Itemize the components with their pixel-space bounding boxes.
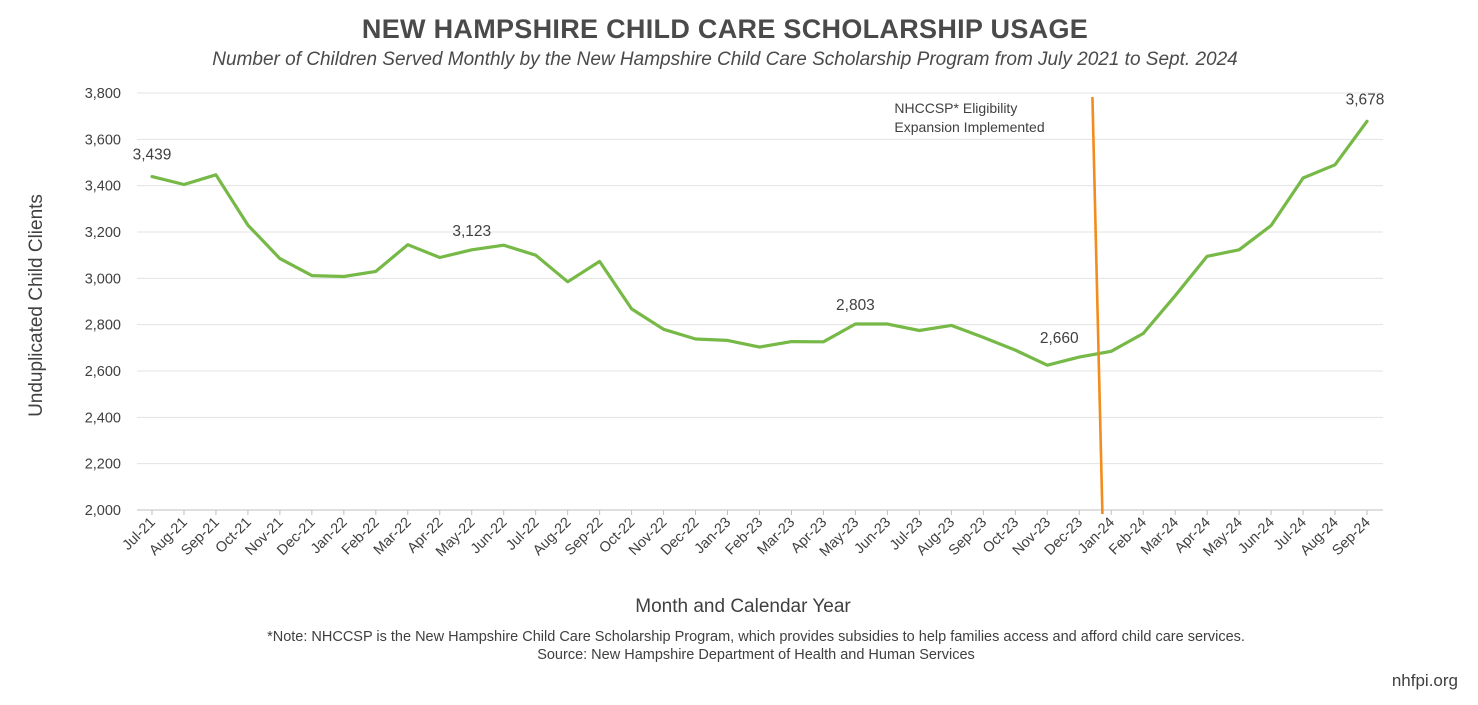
data-label: 2,660 xyxy=(1040,330,1079,347)
x-axis-ticks: Jul-21Aug-21Sep-21Oct-21Nov-21Dec-21Jan-… xyxy=(120,510,1374,560)
y-tick-label: 3,200 xyxy=(85,225,121,241)
annotation-line-1: NHCCSP* Eligibility xyxy=(894,100,1017,116)
chart-subtitle: Number of Children Served Monthly by the… xyxy=(212,49,1238,70)
data-label: 3,123 xyxy=(452,223,491,240)
y-tick-label: 2,000 xyxy=(85,503,121,519)
y-tick-label: 3,400 xyxy=(85,179,121,195)
data-labels: 3,439 3,123 2,803 2,660 3,678 xyxy=(133,91,1385,347)
data-label: 2,803 xyxy=(836,297,875,314)
y-tick-label: 2,400 xyxy=(85,410,121,426)
x-axis-label: Month and Calendar Year xyxy=(635,596,851,617)
y-tick-label: 2,600 xyxy=(85,364,121,380)
x-tick-label: Jun-22 xyxy=(468,515,511,558)
y-tick-label: 3,600 xyxy=(85,132,121,148)
annotation-line-2: Expansion Implemented xyxy=(894,119,1044,135)
x-tick-label: Jun-24 xyxy=(1235,515,1278,558)
data-label: 3,678 xyxy=(1346,91,1385,108)
expansion-marker-line xyxy=(1091,96,1104,515)
y-axis-ticks: 2,000 2,200 2,400 2,600 2,800 3,000 3,200 3,400… xyxy=(85,86,121,519)
y-tick-label: 2,800 xyxy=(85,318,121,334)
data-label: 3,439 xyxy=(133,147,172,164)
y-tick-label: 2,200 xyxy=(85,457,121,473)
x-tick-label: Jun-23 xyxy=(852,515,895,558)
source-text: Source: New Hampshire Department of Heal… xyxy=(537,647,975,663)
footnote-text: *Note: NHCCSP is the New Hampshire Child… xyxy=(267,629,1245,645)
brand-url: nhfpi.org xyxy=(1391,671,1458,690)
gridlines xyxy=(137,92,1383,465)
chart-title: NEW HAMPSHIRE CHILD CARE SCHOLARSHIP USA… xyxy=(361,14,1089,44)
y-tick-label: 3,800 xyxy=(85,86,121,102)
y-axis-label: Unduplicated Child Clients xyxy=(26,194,47,417)
series-line xyxy=(150,119,1369,367)
footnote: *Note: NHCCSP is the New Hampshire Child… xyxy=(0,628,1478,664)
y-tick-label: 3,000 xyxy=(85,271,121,287)
